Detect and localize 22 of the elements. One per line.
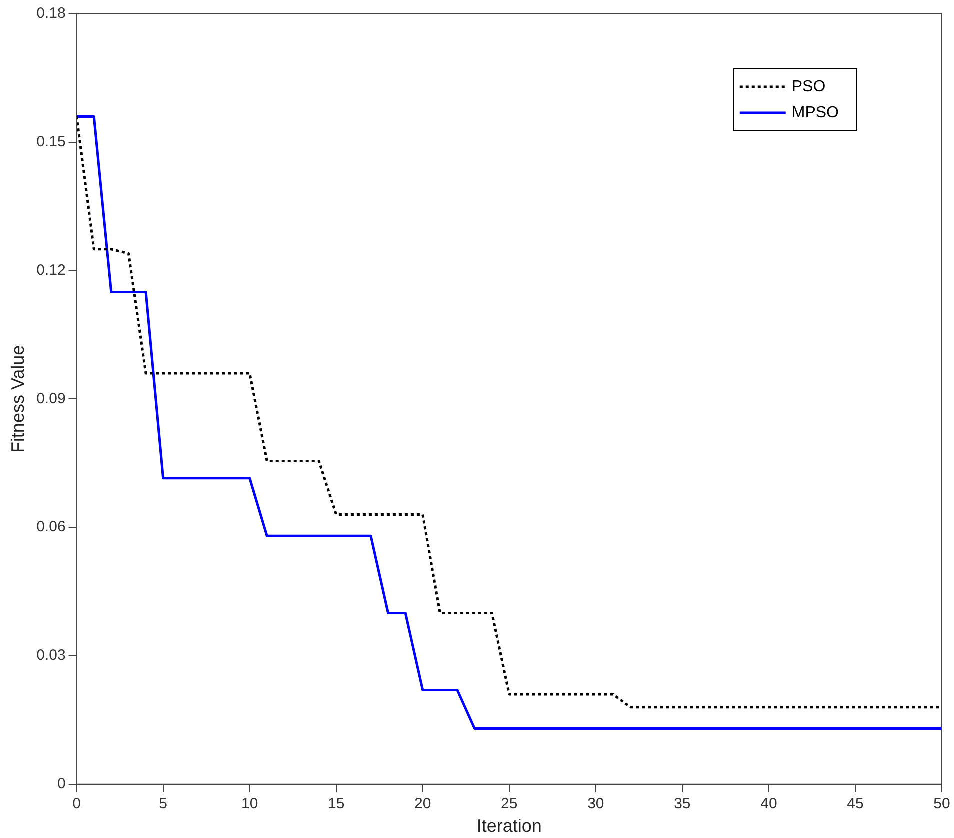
y-tick-label: 0 bbox=[57, 776, 66, 793]
x-axis-title: Iteration bbox=[476, 816, 542, 836]
x-tick-label: 0 bbox=[72, 796, 81, 813]
y-tick-label: 0.18 bbox=[36, 5, 66, 22]
legend-label: PSO bbox=[792, 78, 826, 96]
x-tick-label: 40 bbox=[760, 796, 778, 813]
y-tick-label: 0.09 bbox=[36, 390, 66, 408]
y-tick-label: 0.03 bbox=[36, 647, 66, 664]
y-tick-label: 0.12 bbox=[36, 262, 66, 279]
x-tick-label: 35 bbox=[674, 796, 691, 813]
y-axis-title: Fitness Value bbox=[8, 345, 28, 454]
x-tick-label: 30 bbox=[588, 796, 604, 813]
legend-label: MPSO bbox=[792, 104, 840, 122]
y-tick-label: 0.06 bbox=[36, 518, 66, 536]
x-tick-label: 50 bbox=[934, 796, 950, 813]
x-tick-label: 45 bbox=[847, 796, 864, 813]
x-tick-label: 25 bbox=[501, 796, 518, 813]
y-tick-label: 0.15 bbox=[36, 134, 66, 151]
x-tick-label: 20 bbox=[414, 796, 432, 813]
x-tick-label: 15 bbox=[328, 796, 345, 813]
x-tick-label: 5 bbox=[159, 796, 168, 813]
x-tick-label: 10 bbox=[241, 796, 258, 813]
